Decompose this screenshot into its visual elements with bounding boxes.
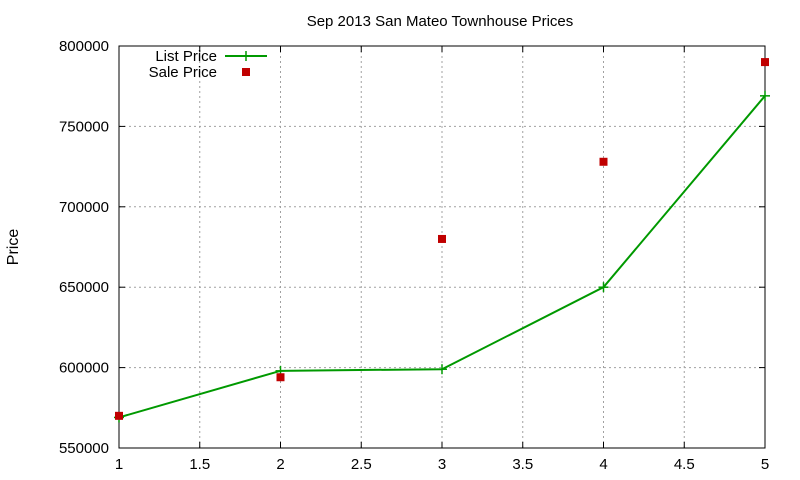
x-tick-label: 1.5 xyxy=(189,456,210,473)
x-tick-label: 2 xyxy=(276,456,284,473)
data-point xyxy=(761,58,769,67)
y-axis-label: Price xyxy=(5,229,22,266)
y-tick-label: 750000 xyxy=(59,118,109,135)
x-tick-label: 1 xyxy=(115,456,123,473)
series-sale-price xyxy=(115,58,769,420)
x-tick-label: 4.5 xyxy=(674,456,695,473)
chart-title: Sep 2013 San Mateo Townhouse Prices xyxy=(307,13,574,30)
ticks xyxy=(118,45,766,449)
data-point xyxy=(598,282,609,293)
legend-swatch-marker xyxy=(242,68,250,76)
legend-swatch-marker xyxy=(241,51,251,61)
series-layer xyxy=(114,58,770,423)
x-tick-label: 2.5 xyxy=(351,456,372,473)
data-point xyxy=(276,373,285,382)
legend-label: List Price xyxy=(155,48,217,65)
y-tick-label: 600000 xyxy=(59,360,109,377)
data-point xyxy=(437,364,447,375)
grid xyxy=(119,46,765,448)
x-tick-label: 5 xyxy=(761,456,769,473)
y-tick-label: 650000 xyxy=(59,279,109,296)
y-tick-label: 700000 xyxy=(59,199,109,216)
y-tick-label: 800000 xyxy=(59,38,109,55)
data-point xyxy=(115,411,123,420)
data-point xyxy=(760,90,770,101)
x-tick-label: 3 xyxy=(438,456,446,473)
y-tick-labels: 550000 600000 650000 700000 750000 800000 xyxy=(59,38,109,457)
x-tick-label: 3.5 xyxy=(512,456,533,473)
legend-label: Sale Price xyxy=(149,64,217,81)
x-tick-label: 4 xyxy=(599,456,607,473)
data-point xyxy=(599,157,608,166)
y-tick-label: 550000 xyxy=(59,440,109,457)
data-point xyxy=(438,234,446,243)
x-tick-labels: 1 1.5 2 2.5 3 3.5 4 4.5 5 xyxy=(115,456,769,473)
